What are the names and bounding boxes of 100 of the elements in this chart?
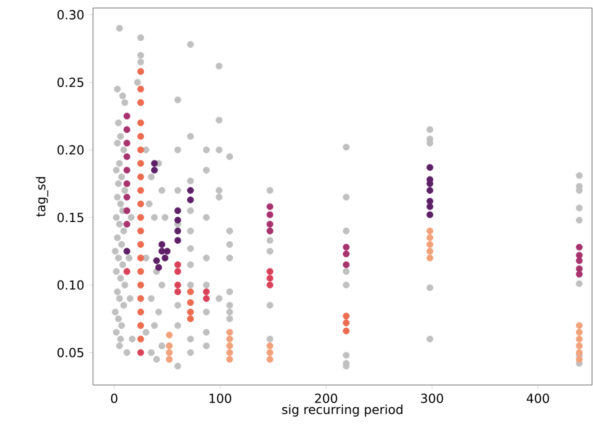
point [137, 160, 144, 167]
point [266, 211, 274, 218]
point [187, 315, 194, 322]
point [137, 268, 144, 275]
point [124, 112, 130, 120]
point [226, 356, 234, 363]
point [166, 356, 173, 363]
point [155, 264, 162, 271]
point [124, 180, 130, 188]
point [166, 342, 173, 350]
point [137, 99, 144, 106]
point [426, 164, 434, 171]
point [266, 220, 274, 228]
point [266, 282, 274, 288]
x-tick-label: 200 [315, 394, 338, 404]
point [124, 126, 130, 133]
point [576, 349, 583, 356]
point [164, 248, 171, 255]
point [202, 288, 210, 296]
point [426, 211, 434, 218]
point [137, 254, 144, 262]
point [576, 265, 583, 272]
point [137, 282, 144, 288]
x-tick-label: 300 [421, 394, 444, 404]
point [226, 336, 234, 342]
y-tick-label: 0.15 [57, 212, 84, 222]
point [137, 200, 144, 208]
point [162, 254, 168, 262]
y-axis-title: tag_sd [36, 177, 48, 217]
point [576, 257, 583, 264]
point [266, 356, 274, 363]
point [342, 250, 350, 258]
point [187, 299, 194, 306]
point [576, 270, 583, 278]
point [426, 248, 434, 255]
point [226, 342, 234, 350]
y-tick-label: 0.10 [57, 280, 84, 290]
point [137, 187, 144, 194]
point [187, 308, 194, 316]
point [137, 119, 144, 126]
point [174, 207, 182, 214]
point [266, 268, 274, 275]
point [137, 132, 144, 140]
x-tick-label: 400 [526, 394, 550, 404]
point [187, 288, 194, 296]
point [266, 349, 274, 356]
point [342, 312, 350, 320]
point [426, 234, 434, 242]
point [174, 228, 182, 234]
point [576, 336, 583, 342]
point [576, 356, 583, 363]
point [174, 237, 182, 244]
point [137, 214, 144, 221]
point [151, 166, 158, 174]
point [124, 166, 130, 174]
y-tick-label: 0.25 [57, 78, 84, 88]
point [426, 254, 434, 262]
y-tick-label: 0.30 [57, 10, 84, 20]
point [137, 349, 144, 356]
point [153, 257, 160, 264]
point [137, 146, 144, 154]
point [226, 349, 234, 356]
point [342, 261, 350, 268]
point [137, 308, 144, 316]
point [137, 322, 144, 329]
point [576, 342, 583, 350]
y-tick-label: 0.20 [57, 145, 84, 155]
point [158, 241, 166, 248]
point [137, 228, 144, 234]
point [174, 282, 182, 288]
point [137, 336, 144, 342]
point [124, 140, 130, 147]
x-tick-label: 100 [210, 394, 232, 404]
point [342, 319, 350, 326]
x-tick-label: 0 [111, 394, 118, 404]
point [124, 153, 130, 160]
point [342, 244, 350, 251]
point [266, 342, 274, 350]
point [426, 241, 434, 248]
point [576, 252, 583, 259]
point [124, 248, 130, 255]
x-axis-title: sig recurring period [282, 404, 402, 417]
point [266, 203, 274, 210]
point [226, 328, 234, 336]
point [187, 187, 194, 194]
point [137, 86, 144, 92]
point [174, 216, 182, 224]
point [124, 207, 130, 214]
point [137, 241, 144, 248]
point [174, 261, 182, 268]
point [174, 268, 182, 275]
point [166, 349, 173, 356]
point [426, 228, 434, 234]
point [137, 174, 144, 180]
point [426, 187, 434, 194]
point [202, 295, 210, 302]
point [426, 203, 434, 210]
point [166, 332, 173, 338]
y-tick-label: 0.05 [57, 348, 84, 358]
point [266, 274, 274, 282]
